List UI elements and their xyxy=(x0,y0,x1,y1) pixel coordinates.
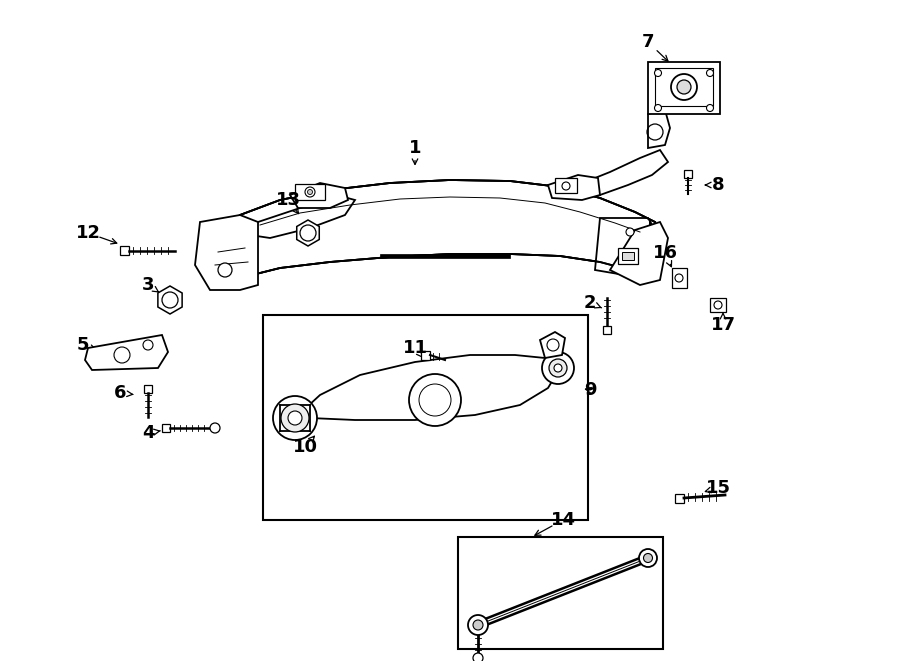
Circle shape xyxy=(639,549,657,567)
Bar xyxy=(675,494,684,503)
Circle shape xyxy=(562,182,570,190)
Bar xyxy=(684,170,692,178)
Bar xyxy=(603,326,611,334)
Polygon shape xyxy=(297,220,320,246)
Text: 7: 7 xyxy=(642,33,654,51)
Circle shape xyxy=(210,423,220,433)
Polygon shape xyxy=(292,355,560,420)
Circle shape xyxy=(644,553,652,563)
Circle shape xyxy=(308,190,312,194)
Polygon shape xyxy=(290,183,348,208)
Circle shape xyxy=(549,359,567,377)
Bar xyxy=(555,178,577,193)
Circle shape xyxy=(542,352,574,384)
Text: 16: 16 xyxy=(652,244,678,262)
Text: 5: 5 xyxy=(76,336,89,354)
Polygon shape xyxy=(158,286,182,314)
Bar xyxy=(144,385,152,393)
Text: 14: 14 xyxy=(551,511,575,529)
Polygon shape xyxy=(595,218,660,278)
Text: 15: 15 xyxy=(706,479,731,497)
Circle shape xyxy=(288,411,302,425)
Bar xyxy=(120,246,129,255)
Polygon shape xyxy=(250,196,355,238)
Polygon shape xyxy=(195,215,258,290)
Text: 8: 8 xyxy=(712,176,724,194)
Bar xyxy=(672,268,687,288)
Text: 3: 3 xyxy=(142,276,154,294)
Text: 17: 17 xyxy=(710,316,735,334)
Text: 4: 4 xyxy=(142,424,154,442)
Bar xyxy=(421,351,430,360)
Polygon shape xyxy=(610,222,668,285)
Circle shape xyxy=(706,104,714,112)
Circle shape xyxy=(654,69,662,77)
Bar xyxy=(618,248,638,264)
Polygon shape xyxy=(240,180,655,278)
Circle shape xyxy=(218,263,232,277)
Polygon shape xyxy=(560,150,668,198)
Bar xyxy=(295,184,325,200)
Polygon shape xyxy=(540,332,565,358)
Bar xyxy=(263,315,588,520)
Text: 10: 10 xyxy=(292,438,318,456)
Circle shape xyxy=(554,364,562,372)
Circle shape xyxy=(409,374,461,426)
Text: 2: 2 xyxy=(584,294,596,312)
Text: 13: 13 xyxy=(275,191,301,209)
Circle shape xyxy=(281,404,309,432)
Text: 12: 12 xyxy=(76,224,101,242)
Circle shape xyxy=(706,69,714,77)
Circle shape xyxy=(626,228,634,236)
Polygon shape xyxy=(548,175,600,200)
Circle shape xyxy=(273,396,317,440)
Polygon shape xyxy=(85,335,168,370)
Circle shape xyxy=(473,620,483,630)
Circle shape xyxy=(473,653,483,661)
Bar xyxy=(648,62,720,114)
Circle shape xyxy=(305,187,315,197)
Polygon shape xyxy=(380,254,510,258)
Circle shape xyxy=(677,80,691,94)
Text: 6: 6 xyxy=(113,384,126,402)
Bar xyxy=(655,68,713,106)
Bar xyxy=(458,537,663,649)
Text: 1: 1 xyxy=(409,139,421,157)
Bar xyxy=(622,252,634,260)
Circle shape xyxy=(468,615,488,635)
Circle shape xyxy=(671,74,697,100)
Text: 9: 9 xyxy=(584,381,596,399)
Circle shape xyxy=(654,104,662,112)
Bar xyxy=(162,424,170,432)
Polygon shape xyxy=(648,110,670,148)
Text: 11: 11 xyxy=(402,339,428,357)
Bar xyxy=(710,298,726,312)
